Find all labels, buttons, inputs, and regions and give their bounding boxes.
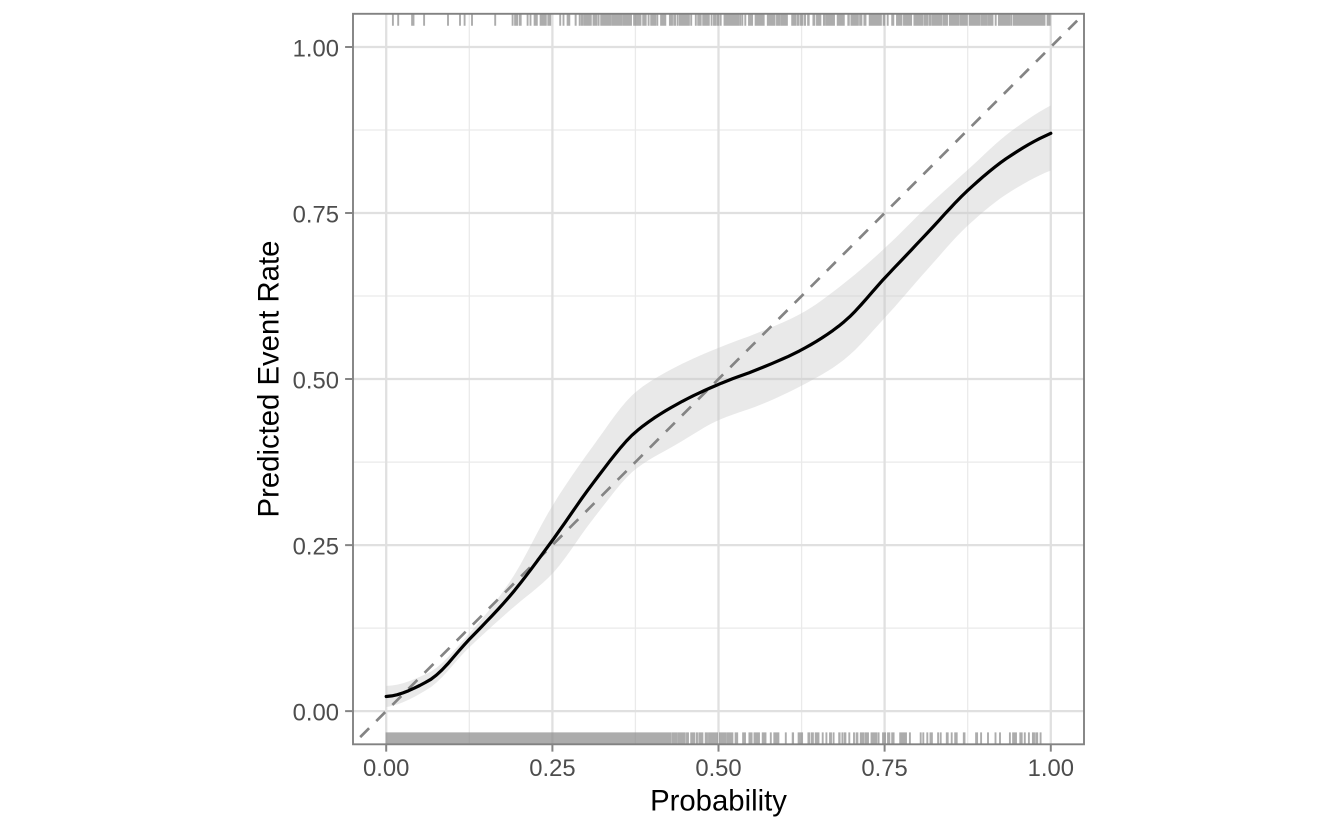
svg-text:0.00: 0.00 [293,700,339,727]
svg-text:Probability: Probability [650,785,787,818]
svg-text:0.75: 0.75 [293,201,339,228]
svg-text:0.75: 0.75 [861,755,907,782]
svg-text:0.25: 0.25 [529,755,575,782]
svg-text:0.00: 0.00 [363,755,409,782]
svg-text:1.00: 1.00 [293,35,339,62]
svg-text:0.25: 0.25 [293,534,339,561]
svg-text:Predicted Event Rate: Predicted Event Rate [253,241,286,518]
svg-text:0.50: 0.50 [293,367,339,394]
svg-text:1.00: 1.00 [1028,755,1074,782]
svg-text:0.50: 0.50 [695,755,741,782]
